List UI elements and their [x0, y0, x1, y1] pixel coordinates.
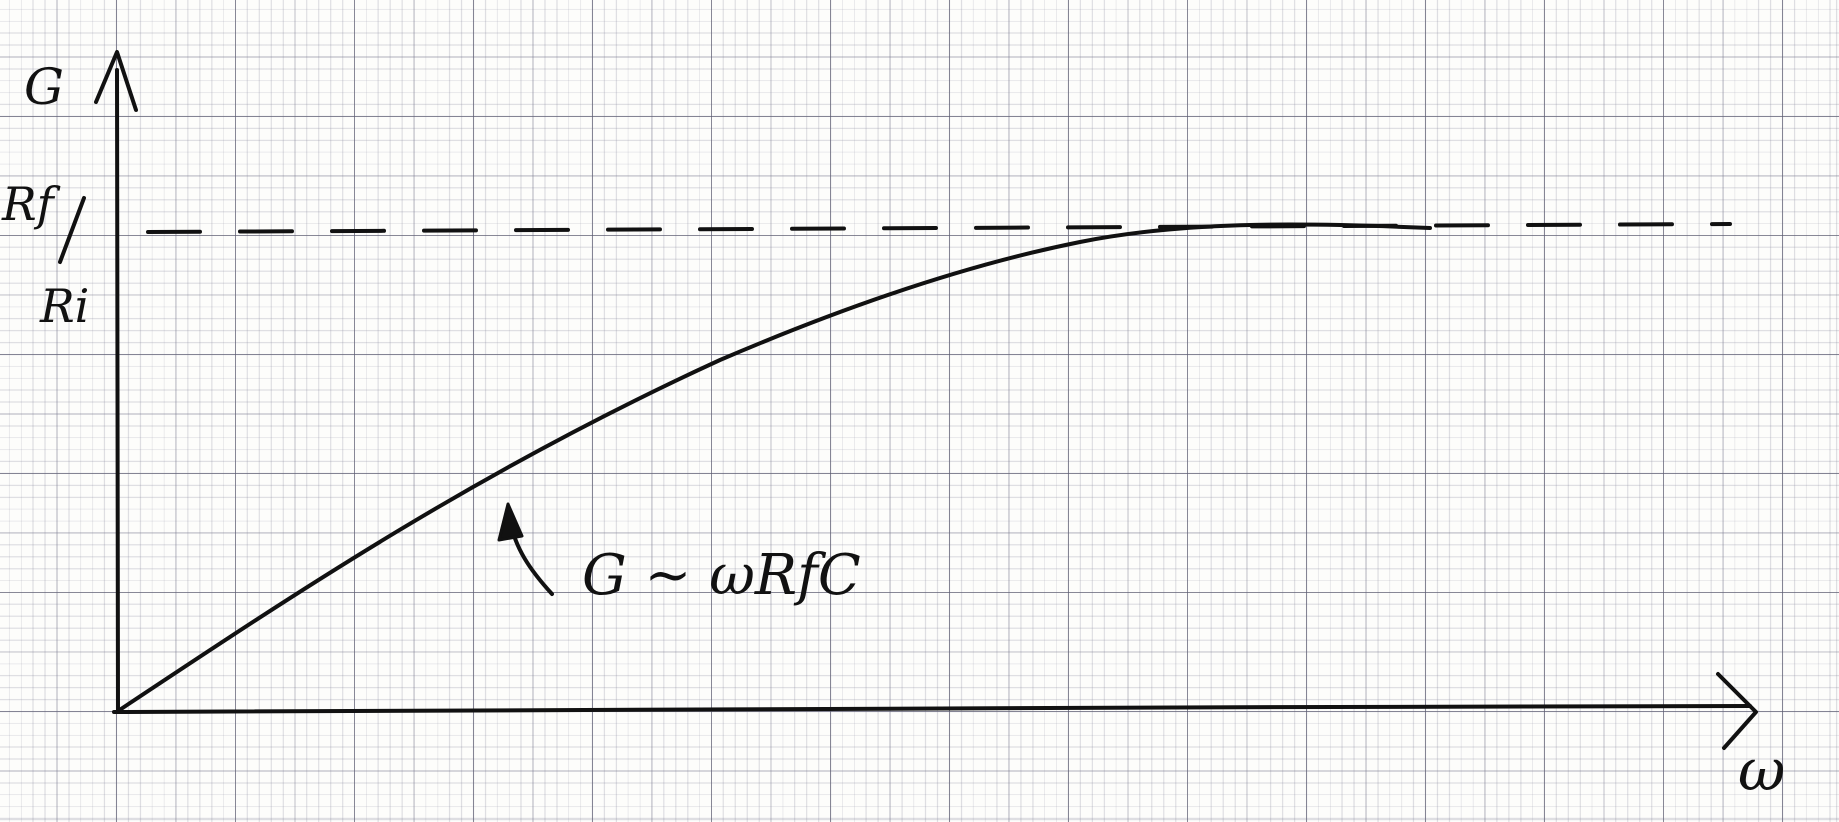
annotation-arrowhead: [497, 502, 524, 542]
asymptote-denominator-label: Ri: [39, 279, 89, 333]
asymptote-numerator-label: Rf: [1, 177, 61, 231]
y-axis: [114, 68, 120, 714]
gain-curve: [116, 222, 1432, 713]
x-axis-arrowhead: [1716, 672, 1758, 750]
y-axis-arrowhead: [94, 50, 138, 112]
fraction-slash: [58, 196, 86, 264]
x-axis-label: ω: [1738, 736, 1785, 804]
x-axis: [112, 704, 1752, 714]
asymptote-dashed-line: [146, 222, 1732, 234]
annotation-label: G ~ ωRfC: [582, 543, 861, 608]
y-axis-label: G: [24, 58, 64, 116]
